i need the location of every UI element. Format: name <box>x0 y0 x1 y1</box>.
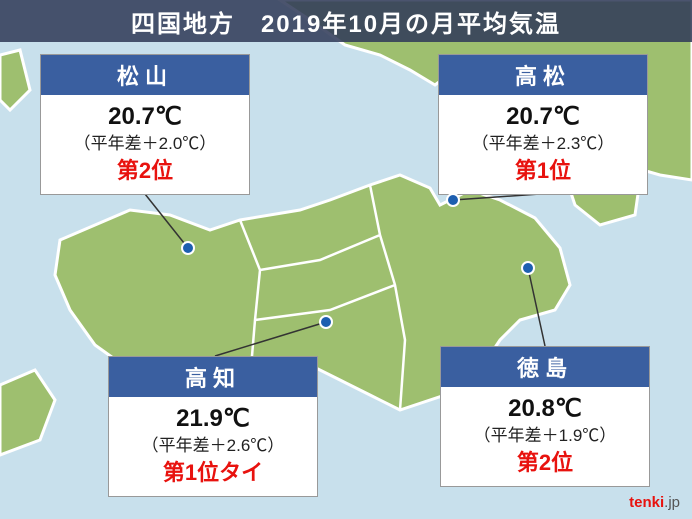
temp-diff: （平年差＋2.3℃） <box>443 133 643 156</box>
card-kochi: 高知 21.9℃ （平年差＋2.6℃） 第1位タイ <box>108 356 318 497</box>
temp-rank: 第1位タイ <box>113 458 313 488</box>
card-city-name: 徳島 <box>441 347 649 387</box>
card-matsuyama: 松山 20.7℃ （平年差＋2.0℃） 第2位 <box>40 54 250 195</box>
city-dot-kochi <box>319 315 333 329</box>
temp-diff: （平年差＋2.0℃） <box>45 133 245 156</box>
temp-rank: 第1位 <box>443 156 643 186</box>
card-city-name: 高松 <box>439 55 647 95</box>
temp-diff: （平年差＋2.6℃） <box>113 435 313 458</box>
temp-value: 21.9℃ <box>113 403 313 435</box>
temp-rank: 第2位 <box>45 156 245 186</box>
card-city-name: 松山 <box>41 55 249 95</box>
temp-diff: （平年差＋1.9℃） <box>445 425 645 448</box>
card-city-name: 高知 <box>109 357 317 397</box>
temp-value: 20.8℃ <box>445 393 645 425</box>
watermark: tenki.jp <box>629 494 680 511</box>
temp-rank: 第2位 <box>445 448 645 478</box>
city-dot-tokushima <box>521 261 535 275</box>
watermark-suffix: .jp <box>664 494 680 511</box>
city-dot-matsuyama <box>181 241 195 255</box>
page-title: 四国地方 2019年10月の月平均気温 <box>0 0 692 42</box>
card-takamatsu: 高松 20.7℃ （平年差＋2.3℃） 第1位 <box>438 54 648 195</box>
card-tokushima: 徳島 20.8℃ （平年差＋1.9℃） 第2位 <box>440 346 650 487</box>
temp-value: 20.7℃ <box>45 101 245 133</box>
watermark-brand: tenki <box>629 494 664 511</box>
city-dot-takamatsu <box>446 193 460 207</box>
temp-value: 20.7℃ <box>443 101 643 133</box>
